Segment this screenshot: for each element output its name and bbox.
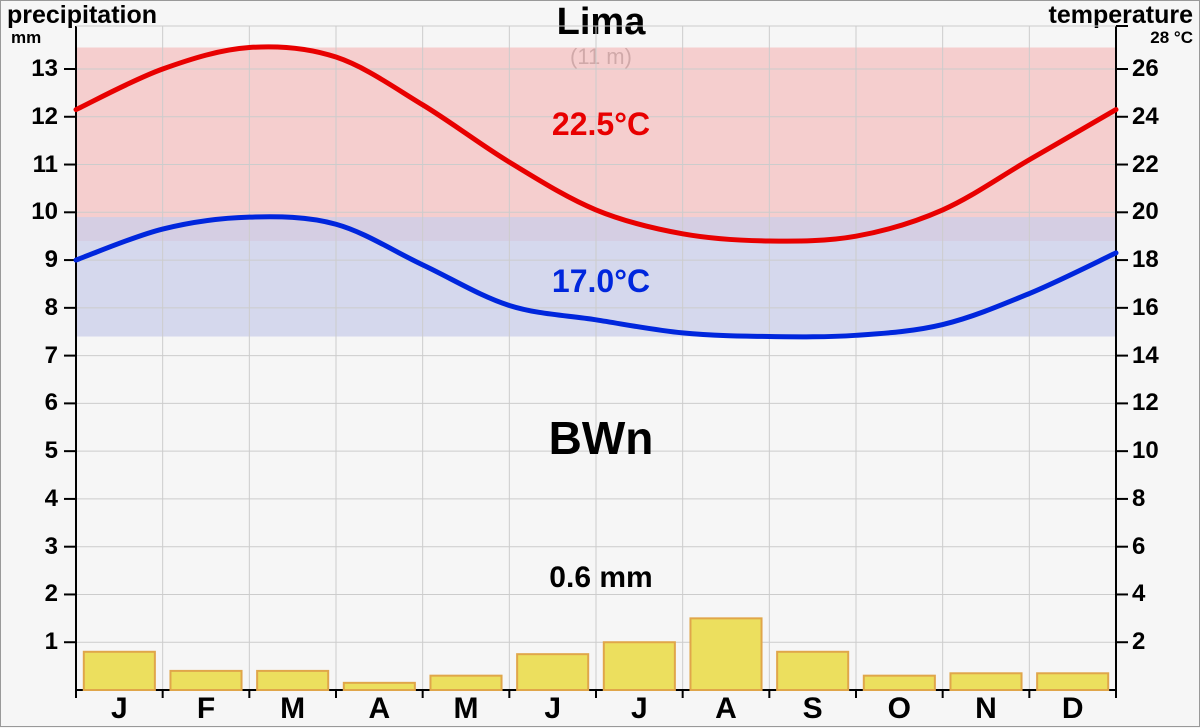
mm-tick-5: 5 [45,437,58,465]
temp-tick-6: 6 [1132,533,1145,561]
mm-tick-2: 2 [45,580,58,608]
temp-tick-12: 12 [1132,389,1159,417]
temp-tick-4: 4 [1132,580,1145,608]
temp-tick-24: 24 [1132,103,1159,131]
month-10: N [943,692,1030,726]
temp-tick-18: 18 [1132,246,1159,274]
month-8: S [769,692,856,726]
temp-tick-22: 22 [1132,151,1159,179]
climate-code: BWn [1,411,1200,465]
month-3: A [336,692,423,726]
mm-tick-3: 3 [45,533,58,561]
mm-tick-11: 11 [33,151,58,179]
mm-tick-9: 9 [45,246,58,274]
temp-tick-20: 20 [1132,198,1159,226]
month-1: F [163,692,250,726]
mm-tick-7: 7 [45,342,58,370]
temp-tick-8: 8 [1132,485,1145,513]
mm-tick-4: 4 [45,485,58,513]
month-6: J [596,692,683,726]
month-5: J [509,692,596,726]
month-7: A [683,692,770,726]
month-2: M [249,692,336,726]
high-temp-label: 22.5°C [1,106,1200,143]
month-9: O [856,692,943,726]
temp-tick-14: 14 [1132,342,1159,370]
temp-tick-26: 26 [1132,55,1159,83]
temp-tick-10: 10 [1132,437,1159,465]
mm-tick-8: 8 [45,294,58,322]
mm-tick-6: 6 [45,389,58,417]
mm-tick-10: 10 [31,198,58,226]
month-0: J [76,692,163,726]
mm-tick-12: 12 [31,103,58,131]
low-temp-label: 17.0°C [1,263,1200,300]
month-4: M [423,692,510,726]
temp-tick-2: 2 [1132,628,1145,656]
precip-label: 0.6 mm [1,561,1200,595]
temp-tick-16: 16 [1132,294,1159,322]
climate-chart: precipitation mm temperature 28 °C Lima … [0,0,1200,727]
mm-tick-13: 13 [31,55,58,83]
month-11: D [1029,692,1116,726]
mm-tick-1: 1 [45,628,58,656]
